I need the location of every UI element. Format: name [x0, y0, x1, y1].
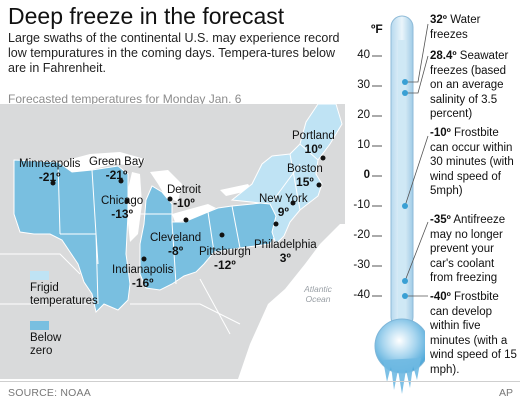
tick-20: 20: [357, 109, 370, 121]
source-credit: SOURCE: NOAA: [8, 387, 91, 399]
city-label-pittsburgh: Pittsburgh -12º: [199, 246, 251, 272]
annotation-antifreeze: -35º Antifreeze may no longer prevent yo…: [430, 214, 506, 284]
graphic-title: Deep freeze in the forecast: [8, 3, 285, 29]
city-dot-philadelphia: [273, 221, 279, 227]
city-label-green-bay: Green Bay -21º: [89, 156, 144, 182]
graphic-subtitle: Large swaths of the continental U.S. may…: [8, 31, 340, 75]
legend-swatch-frigid: [30, 271, 49, 280]
annotation-water-freezes: 32º Water freezes: [430, 14, 481, 41]
city-label-portland: Portland 10º: [292, 130, 335, 156]
tick-10: 10: [357, 139, 370, 151]
city-dot-boston: [316, 182, 322, 188]
tick-40: 40: [357, 49, 370, 61]
city-dot-indianapolis: [141, 256, 147, 262]
city-label-chicago: Chicago -13º: [101, 195, 144, 221]
lake-michigan: [127, 172, 142, 242]
city-dot-green-bay: [118, 178, 124, 184]
annotation-seawater-freezes: 28.4º Seawater freezes (based on an aver…: [430, 50, 509, 120]
lake-erie: [172, 204, 216, 222]
marker-minus-10: [402, 203, 408, 209]
annotation-frostbite-5min: -40º Frostbite can develop within five m…: [430, 291, 517, 376]
city-dot-detroit: [167, 196, 173, 202]
city-dot-chicago: [124, 198, 130, 204]
tick-minus-10: -10: [353, 199, 370, 211]
tick-minus-40: -40: [353, 289, 370, 301]
city-dot-portland: [320, 155, 326, 161]
marker-32: [402, 79, 408, 85]
map-title: Forecasted temperatures for Monday Jan. …: [8, 92, 242, 106]
city-label-minneapolis: Minneapolis -21º: [19, 158, 81, 184]
ocean-label: Atlantic Ocean: [304, 284, 332, 304]
tick-0: 0: [363, 169, 370, 181]
city-label-boston: Boston 15º: [287, 163, 323, 189]
us-northeast-map: [0, 104, 345, 379]
city-label-detroit: Detroit -10º: [167, 184, 201, 210]
city-dot-pittsburgh: [219, 232, 225, 238]
marker-28: [402, 90, 408, 96]
lake-huron: [150, 170, 182, 202]
footer-divider: [0, 381, 520, 382]
frigid-region: [230, 104, 343, 245]
legend-swatch-below-zero: [30, 321, 49, 330]
legend-label-frigid: Frigid temperatures: [30, 282, 98, 307]
lake-superior: [60, 152, 145, 172]
tick-30: 30: [357, 79, 370, 91]
annotation-frostbite-30min: -10º Frostbite can occur within 30 minut…: [430, 127, 514, 197]
city-dot-new-york: [290, 200, 296, 206]
lake-ontario: [220, 184, 252, 196]
marker-minus-40: [402, 293, 408, 299]
tick-minus-30: -30: [353, 259, 370, 271]
agency-credit: AP: [499, 387, 514, 399]
city-dot-minneapolis: [50, 180, 56, 186]
city-label-cleveland: Cleveland -8º: [150, 232, 202, 258]
thermometer-ticks: [372, 23, 429, 299]
city-dot-cleveland: [183, 217, 189, 223]
legend-label-below-zero: Below zero: [30, 332, 62, 357]
city-label-indianapolis: Indianapolis -16º: [112, 264, 174, 290]
city-label-philadelphia: Philadelphia 3º: [254, 239, 317, 265]
unit-label: ºF: [371, 22, 383, 36]
city-label-new-york: New York 9º: [259, 193, 308, 219]
tick-minus-20: -20: [353, 229, 370, 241]
marker-minus-35: [402, 278, 408, 284]
